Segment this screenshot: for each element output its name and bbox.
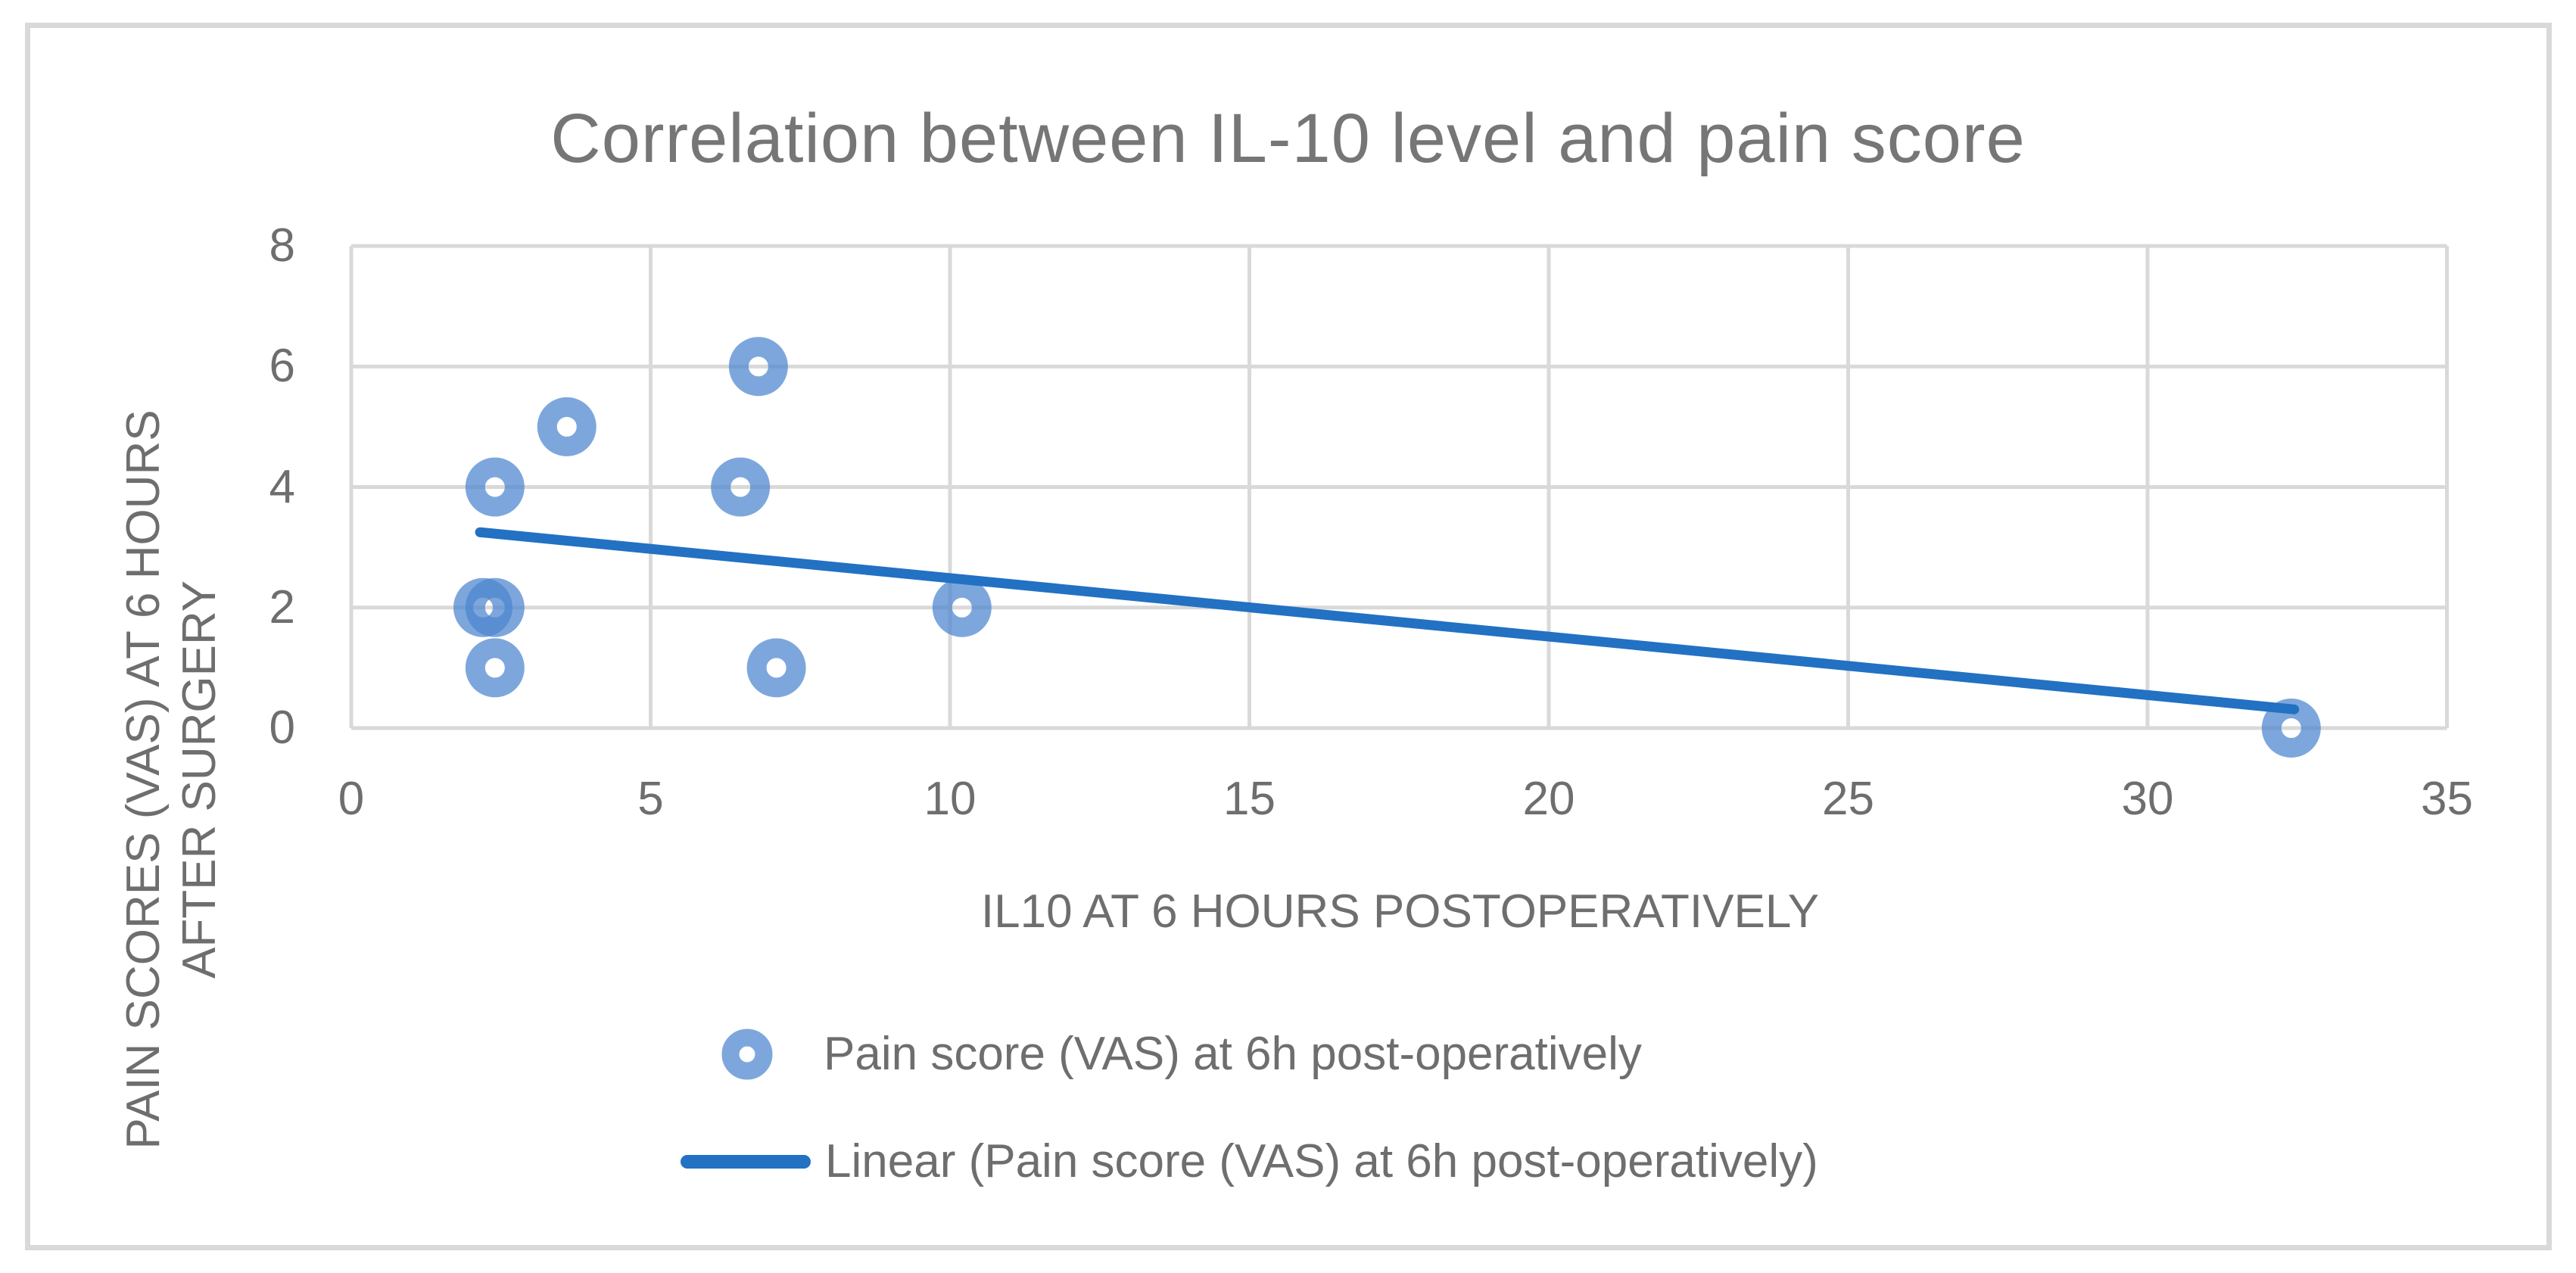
scatter-point	[465, 638, 525, 698]
trendline	[475, 527, 2300, 714]
legend-scatter-marker-icon	[721, 1029, 773, 1080]
y-axis-title: PAIN SCORES (VAS) AT 6 HOURS AFTER SURGE…	[116, 363, 229, 1196]
y-tick-label: 6	[269, 340, 295, 393]
x-axis-title: IL10 AT 6 HOURS POSTOPERATIVELY	[980, 885, 1820, 938]
y-axis-title-line1: PAIN SCORES (VAS) AT 6 HOURS	[117, 409, 170, 1150]
x-tick-label: 15	[1223, 773, 1276, 825]
scatter-point	[465, 457, 525, 517]
x-tick-label: 30	[2121, 773, 2174, 825]
legend-label-scatter: Pain score (VAS) at 6h post-operatively	[824, 1028, 1642, 1080]
x-tick-label: 20	[1522, 773, 1575, 825]
y-tick-label: 2	[269, 580, 295, 633]
legend-item-trendline: Linear (Pain score (VAS) at 6h post-oper…	[680, 1130, 1818, 1194]
scatter-point	[728, 337, 788, 397]
scatter-point	[711, 457, 771, 517]
y-tick-label: 0	[269, 702, 295, 754]
x-tick-label: 10	[924, 773, 977, 825]
x-tick-label: 5	[637, 773, 664, 825]
chart-title: Correlation between IL-10 level and pain…	[550, 100, 2026, 177]
chart-border	[25, 23, 2552, 1250]
x-tick-label: 0	[338, 773, 365, 825]
legend-label-trendline: Linear (Pain score (VAS) at 6h post-oper…	[825, 1135, 1818, 1187]
scatter-point	[537, 397, 596, 456]
legend-donut-icon	[721, 1029, 773, 1080]
scatter-point	[746, 638, 806, 698]
scatter-point	[932, 577, 992, 637]
y-axis-title-line2: AFTER SURGERY	[173, 580, 226, 979]
legend-item-scatter: Pain score (VAS) at 6h post-operatively	[715, 1022, 1642, 1086]
scatter-point	[465, 577, 525, 637]
x-tick-label: 25	[1822, 773, 1874, 825]
legend-trendline-icon	[681, 1155, 811, 1169]
y-tick-label: 8	[269, 219, 295, 272]
x-tick-label: 35	[2421, 773, 2473, 825]
y-tick-label: 4	[269, 460, 295, 513]
